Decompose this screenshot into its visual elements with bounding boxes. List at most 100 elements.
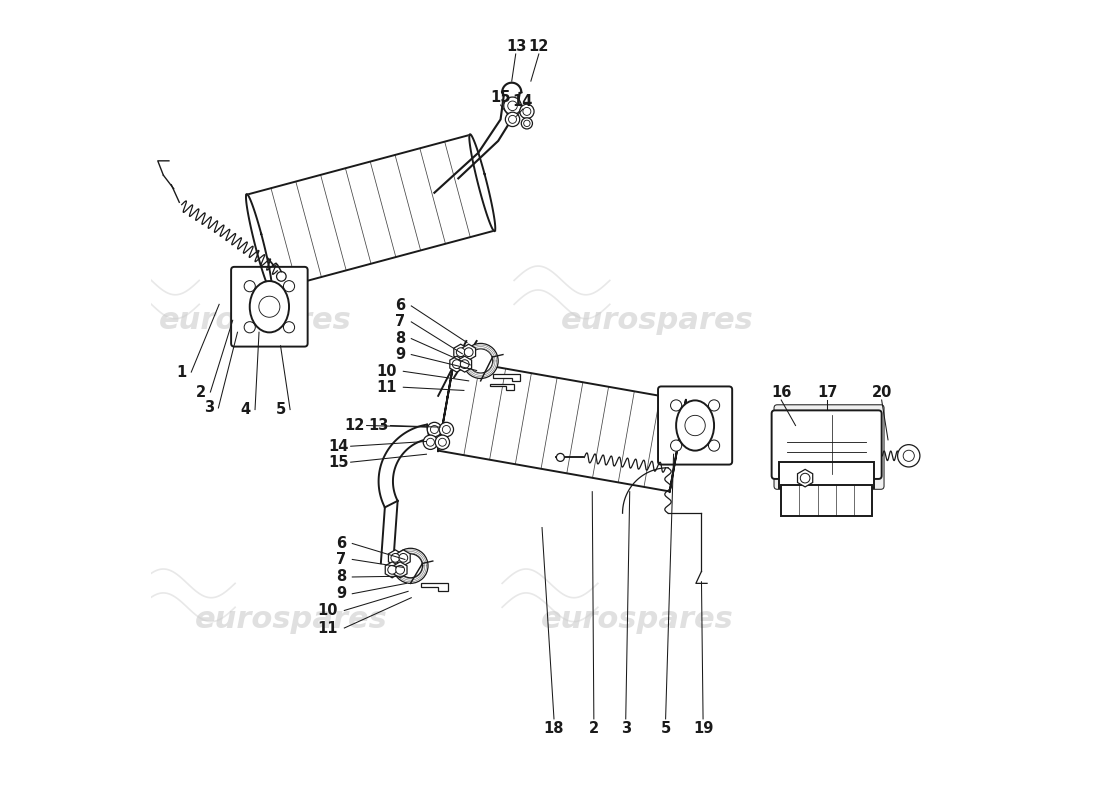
Circle shape (524, 120, 530, 126)
Circle shape (508, 115, 517, 123)
Circle shape (430, 426, 439, 434)
Text: 8: 8 (336, 570, 345, 585)
Polygon shape (396, 550, 410, 566)
Text: 9: 9 (395, 347, 405, 362)
Text: 6: 6 (395, 298, 405, 314)
Text: 8: 8 (395, 331, 405, 346)
Polygon shape (388, 550, 403, 566)
Text: 9: 9 (336, 586, 345, 602)
Circle shape (284, 281, 295, 292)
Text: 7: 7 (336, 552, 345, 567)
Text: 13: 13 (506, 38, 527, 54)
Ellipse shape (250, 281, 289, 332)
Circle shape (685, 415, 705, 436)
Polygon shape (450, 356, 463, 372)
Text: 3: 3 (204, 401, 213, 415)
Text: 5: 5 (660, 721, 671, 736)
Polygon shape (246, 135, 495, 290)
Text: 10: 10 (376, 364, 397, 378)
Text: 11: 11 (318, 621, 338, 635)
Polygon shape (438, 359, 685, 491)
Circle shape (463, 343, 498, 378)
Text: 13: 13 (368, 418, 389, 433)
Circle shape (508, 101, 517, 110)
Text: 17: 17 (817, 385, 837, 399)
Polygon shape (454, 344, 467, 360)
Polygon shape (491, 384, 514, 390)
Circle shape (258, 296, 279, 318)
Text: 12: 12 (529, 38, 549, 54)
Text: 14: 14 (513, 94, 534, 109)
Text: eurospares: eurospares (195, 605, 387, 634)
Text: 5: 5 (275, 402, 286, 417)
Bar (781, 486, 872, 515)
Circle shape (442, 426, 450, 434)
Polygon shape (246, 194, 272, 291)
Text: eurospares: eurospares (541, 605, 734, 634)
Text: 15: 15 (491, 90, 510, 105)
Polygon shape (798, 470, 813, 487)
Text: 4: 4 (241, 402, 251, 417)
Circle shape (460, 360, 469, 369)
FancyBboxPatch shape (231, 267, 308, 346)
Circle shape (522, 107, 531, 115)
Circle shape (557, 454, 564, 462)
Text: 15: 15 (329, 454, 349, 470)
Circle shape (390, 554, 399, 562)
Bar (779, 462, 874, 488)
Circle shape (505, 112, 519, 126)
Text: 11: 11 (376, 380, 397, 394)
Circle shape (244, 322, 255, 333)
Circle shape (801, 474, 810, 483)
Polygon shape (438, 359, 454, 451)
Circle shape (427, 438, 434, 446)
Text: 1: 1 (177, 365, 187, 379)
Circle shape (436, 435, 450, 450)
Text: 14: 14 (329, 438, 349, 454)
Circle shape (439, 422, 453, 437)
FancyBboxPatch shape (774, 405, 884, 490)
Circle shape (708, 440, 719, 451)
Text: 20: 20 (871, 385, 892, 399)
Circle shape (396, 566, 405, 574)
Circle shape (439, 438, 447, 446)
Circle shape (521, 118, 532, 129)
Text: 18: 18 (543, 721, 564, 736)
Circle shape (427, 422, 441, 437)
Polygon shape (670, 400, 686, 492)
Text: 7: 7 (395, 314, 405, 330)
Circle shape (504, 97, 521, 114)
Text: 2: 2 (588, 721, 598, 736)
Polygon shape (462, 344, 475, 360)
Circle shape (452, 360, 461, 369)
Circle shape (399, 554, 408, 562)
Polygon shape (385, 562, 399, 578)
Circle shape (898, 445, 920, 467)
Circle shape (469, 349, 493, 373)
FancyBboxPatch shape (771, 410, 881, 479)
Circle shape (244, 281, 255, 292)
Text: 10: 10 (318, 603, 338, 618)
Circle shape (456, 348, 465, 357)
Polygon shape (393, 562, 407, 578)
Text: eurospares: eurospares (561, 306, 754, 334)
Text: 3: 3 (620, 721, 630, 736)
Circle shape (519, 104, 535, 118)
Polygon shape (470, 134, 495, 231)
Circle shape (393, 548, 428, 583)
Circle shape (671, 400, 682, 411)
Circle shape (398, 554, 422, 578)
Circle shape (708, 400, 719, 411)
Circle shape (424, 435, 438, 450)
Ellipse shape (676, 400, 714, 450)
FancyBboxPatch shape (658, 386, 733, 465)
Text: 2: 2 (196, 385, 206, 399)
Polygon shape (458, 356, 472, 372)
Text: eurospares: eurospares (158, 306, 351, 334)
Circle shape (903, 450, 914, 462)
Text: 12: 12 (344, 418, 365, 433)
Circle shape (276, 272, 286, 282)
Polygon shape (421, 583, 448, 591)
Circle shape (464, 348, 473, 357)
Polygon shape (493, 374, 519, 381)
